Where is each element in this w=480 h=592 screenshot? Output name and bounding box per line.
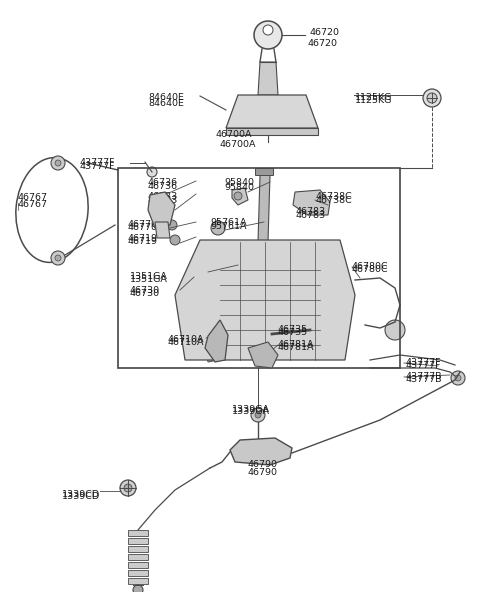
Text: 46720: 46720 xyxy=(310,28,340,37)
Polygon shape xyxy=(128,530,148,536)
Text: 46767: 46767 xyxy=(18,200,48,209)
Circle shape xyxy=(427,93,437,103)
Text: 95840: 95840 xyxy=(224,183,254,192)
Text: 46738C: 46738C xyxy=(316,196,353,205)
Circle shape xyxy=(308,325,318,335)
Text: 1125KG: 1125KG xyxy=(355,96,392,105)
Polygon shape xyxy=(230,438,292,465)
Text: 46733: 46733 xyxy=(148,196,178,205)
Text: 1339GA: 1339GA xyxy=(232,405,270,414)
Polygon shape xyxy=(155,222,170,238)
Circle shape xyxy=(263,25,273,35)
Circle shape xyxy=(234,192,242,200)
Text: 46736: 46736 xyxy=(148,178,178,187)
Polygon shape xyxy=(128,578,148,584)
Text: 46781A: 46781A xyxy=(278,343,314,352)
Text: 84640E: 84640E xyxy=(148,93,184,102)
Text: 46738C: 46738C xyxy=(315,192,352,201)
Text: 1339CD: 1339CD xyxy=(62,492,100,501)
Text: 46719: 46719 xyxy=(128,234,158,243)
Circle shape xyxy=(251,408,265,422)
Text: 46735: 46735 xyxy=(278,328,308,337)
Text: 46790: 46790 xyxy=(248,468,278,477)
Circle shape xyxy=(423,89,441,107)
Polygon shape xyxy=(226,95,318,128)
Text: 95840: 95840 xyxy=(224,178,254,187)
Polygon shape xyxy=(255,168,273,175)
Text: 43777B: 43777B xyxy=(406,372,443,381)
Text: 1351GA: 1351GA xyxy=(130,272,168,281)
Text: 46767: 46767 xyxy=(18,193,48,202)
Circle shape xyxy=(124,484,132,492)
Polygon shape xyxy=(226,128,318,135)
Text: 46719: 46719 xyxy=(128,237,158,246)
Polygon shape xyxy=(205,348,218,362)
Circle shape xyxy=(51,156,65,170)
Text: 84640E: 84640E xyxy=(148,99,184,108)
Polygon shape xyxy=(128,538,148,544)
Circle shape xyxy=(451,371,465,385)
Text: 1125KG: 1125KG xyxy=(355,93,392,102)
Text: 46780C: 46780C xyxy=(352,265,389,274)
Polygon shape xyxy=(293,190,330,215)
Text: 46710A: 46710A xyxy=(168,338,204,347)
Circle shape xyxy=(133,585,143,592)
Text: 43777F: 43777F xyxy=(406,358,442,367)
Circle shape xyxy=(192,264,208,280)
Polygon shape xyxy=(258,62,278,95)
Circle shape xyxy=(385,320,405,340)
Text: 95761A: 95761A xyxy=(210,218,247,227)
Text: 46710A: 46710A xyxy=(168,335,204,344)
Text: 43777F: 43777F xyxy=(80,162,116,171)
Text: 46780C: 46780C xyxy=(352,262,389,271)
Circle shape xyxy=(170,235,180,245)
Circle shape xyxy=(55,160,61,166)
Circle shape xyxy=(254,21,282,49)
Text: 95761A: 95761A xyxy=(210,222,247,231)
Text: 46700A: 46700A xyxy=(215,130,252,139)
Text: 46730: 46730 xyxy=(130,289,160,298)
Text: 1351GA: 1351GA xyxy=(130,275,168,284)
Circle shape xyxy=(455,375,461,381)
Circle shape xyxy=(197,269,203,275)
Text: 1339CD: 1339CD xyxy=(62,490,100,499)
Circle shape xyxy=(51,251,65,265)
Text: 43777F: 43777F xyxy=(80,158,116,167)
Circle shape xyxy=(120,480,136,496)
Text: 46783: 46783 xyxy=(296,211,326,220)
Polygon shape xyxy=(148,192,175,228)
Circle shape xyxy=(256,448,264,456)
Text: 46770B: 46770B xyxy=(128,223,164,232)
Text: 46735: 46735 xyxy=(278,325,308,334)
Polygon shape xyxy=(258,175,270,242)
Polygon shape xyxy=(128,554,148,560)
Text: 46790: 46790 xyxy=(248,460,278,469)
Circle shape xyxy=(147,167,157,177)
Text: 46730: 46730 xyxy=(130,286,160,295)
Circle shape xyxy=(167,220,177,230)
Polygon shape xyxy=(175,240,355,360)
Text: 46736: 46736 xyxy=(148,182,178,191)
Polygon shape xyxy=(205,320,228,362)
Text: 46783: 46783 xyxy=(295,207,325,216)
Text: 46720: 46720 xyxy=(307,39,337,48)
Circle shape xyxy=(255,412,261,418)
Polygon shape xyxy=(128,546,148,552)
Text: 46733: 46733 xyxy=(148,192,178,201)
Text: 46781A: 46781A xyxy=(278,340,314,349)
Polygon shape xyxy=(232,188,248,205)
Circle shape xyxy=(211,221,225,235)
Text: 43777F: 43777F xyxy=(406,361,442,370)
Polygon shape xyxy=(128,570,148,576)
Bar xyxy=(118,168,400,368)
Circle shape xyxy=(250,442,270,462)
Polygon shape xyxy=(248,342,278,368)
Text: 1339GA: 1339GA xyxy=(232,407,270,416)
Text: 43777B: 43777B xyxy=(406,375,443,384)
Circle shape xyxy=(55,255,61,261)
Polygon shape xyxy=(128,562,148,568)
Text: 46700A: 46700A xyxy=(220,140,256,149)
Text: 46770B: 46770B xyxy=(128,220,164,229)
